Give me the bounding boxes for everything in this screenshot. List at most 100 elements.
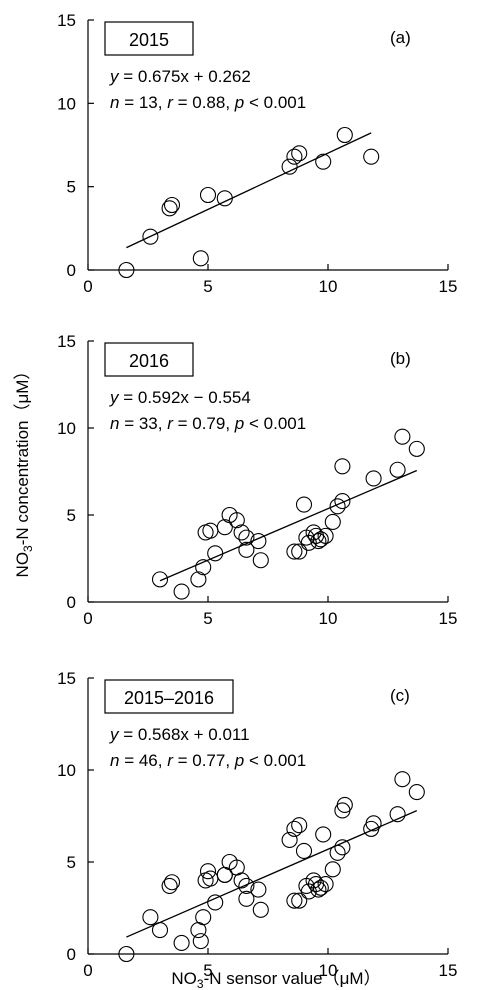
y-tick-label: 15 [57,11,76,30]
panel-label: (c) [390,686,410,705]
data-point [163,196,181,214]
data-point [286,820,303,837]
data-point [216,519,233,536]
data-point [315,153,332,170]
year-label-box [104,342,194,377]
panel-1: 0 5 10 15 0 5 10 15 2015 (a) y = 0.675x + 0.262 n =… [57,11,457,296]
data-point [281,831,298,848]
data-point [365,815,382,832]
data-point [118,945,135,963]
y-tick-label: 5 [67,178,76,197]
data-point [286,148,303,165]
data-point [142,228,159,245]
data-point [250,881,267,898]
regression-stats: n = 33, r = 0.79, p < 0.001 [110,414,306,433]
data-point [202,522,219,539]
data-point [161,877,178,894]
x-tick-label: 0 [83,609,92,628]
data-point [216,190,233,207]
data-point [118,261,135,279]
x-tick-label: 15 [439,961,458,980]
year-label: 2015 [129,30,169,50]
data-point [192,250,209,267]
regression-equation: y = 0.568x + 0.011 [109,725,250,744]
data-point [334,802,351,819]
data-point [291,543,308,560]
y-axis-label: NO3-N concentration（μM） [13,363,35,578]
regression-line [126,810,418,938]
data-point [329,844,346,861]
data-point [238,541,255,558]
year-label: 2016 [129,351,169,371]
data-point [207,545,224,562]
data-point [363,148,380,165]
x-tick-label: 0 [83,961,92,980]
data-point [161,200,178,217]
regression-line [126,132,372,249]
data-point [336,126,353,144]
y-tick-label: 0 [67,945,76,964]
y-tick-label: 15 [57,669,76,688]
data-point [334,839,351,856]
x-tick-label: 5 [203,961,212,980]
data-point [312,531,329,548]
data-point [199,186,217,204]
data-point [408,440,425,457]
data-point [195,909,212,926]
data-point [315,826,332,843]
data-point [389,461,406,478]
x-tick-label: 15 [439,277,458,296]
regression-equation: y = 0.592x − 0.554 [109,388,251,407]
data-point [199,863,217,880]
data-point [151,922,169,939]
data-point [317,527,334,544]
data-point [151,571,169,588]
panel-label: (b) [390,349,411,368]
data-point [295,842,313,860]
data-point [334,493,351,510]
data-point [295,496,313,513]
data-point [324,513,341,531]
data-point [142,909,159,926]
data-point [252,552,269,569]
data-point [163,874,181,891]
data-point [173,583,190,600]
data-point [291,145,308,162]
data-point [312,879,329,896]
data-point [228,512,245,529]
data-point [291,892,308,909]
data-point [408,784,425,801]
x-tick-label: 10 [319,609,338,628]
panel-2: 0 5 10 15 0 5 10 15 2016 (b) y = 0.592x − 0.554 n =… [57,332,457,628]
x-tick-label: 5 [203,609,212,628]
x-tick-label: 0 [83,277,92,296]
data-point [207,894,224,911]
regression-line [159,469,418,582]
x-tick-label: 10 [319,961,338,980]
x-axis-label: NO3-N sensor value（μM） [171,969,380,990]
panel-3: 0 5 10 15 0 5 10 15 2015–2016 (c) y = 0.568x + 0.0… [57,669,457,980]
data-point [195,559,212,576]
regression-stats: n = 46, r = 0.77, p < 0.001 [110,751,306,770]
data-point [324,861,341,878]
data-point [233,872,250,889]
panel-label: (a) [390,28,411,47]
y-tick-label: 0 [67,593,76,612]
data-point [291,817,308,834]
regression-stats: n = 13, r = 0.88, p < 0.001 [110,93,306,112]
data-point [394,428,411,445]
data-point [250,533,267,550]
data-point [286,543,303,560]
regression-equation: y = 0.675x + 0.262 [109,67,251,86]
data-point [281,158,298,175]
data-point [252,901,269,918]
y-tick-label: 15 [57,332,76,351]
data-point [233,524,250,541]
year-label-box [104,21,194,56]
y-tick-label: 0 [67,261,76,280]
data-point [192,933,209,950]
x-tick-label: 5 [203,277,212,296]
data-point [365,470,382,487]
year-label-box [104,679,234,714]
